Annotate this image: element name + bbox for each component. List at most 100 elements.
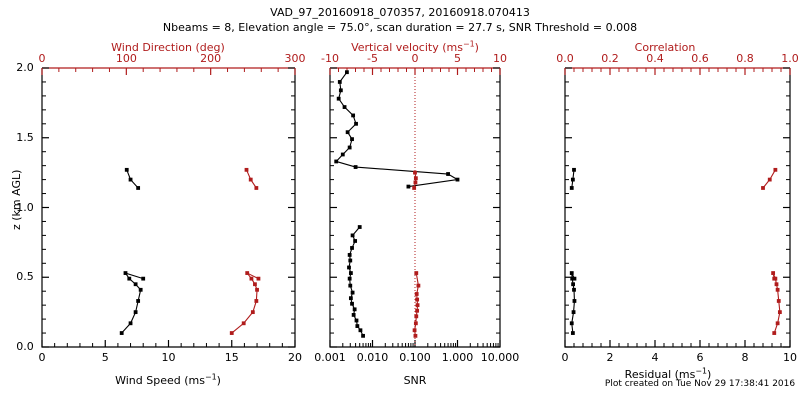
series-line-correlation <box>762 169 781 334</box>
data-point <box>350 246 354 250</box>
panel3-top-axis-title: Correlation <box>634 41 696 54</box>
data-point <box>569 271 574 275</box>
data-point <box>248 177 253 182</box>
panel2-top-tick-10: 10 <box>493 52 507 65</box>
data-point <box>345 130 350 135</box>
data-point <box>572 287 576 292</box>
data-point <box>761 186 765 190</box>
data-point <box>570 331 575 335</box>
data-point <box>128 321 133 326</box>
data-point <box>416 283 421 288</box>
data-point <box>337 80 342 84</box>
panel3-x-tick-6: 6 <box>696 351 704 364</box>
data-point <box>352 307 357 312</box>
panel1-top-tick-0: 0 <box>38 52 46 65</box>
panel3-x-tick-4: 4 <box>651 351 659 364</box>
data-point <box>353 239 358 243</box>
data-point <box>347 276 352 281</box>
data-point <box>127 276 132 281</box>
panel2-x-tick-1.000: 1.000 <box>441 351 474 364</box>
panel2-x-tick-0.010: 0.010 <box>356 351 389 364</box>
data-point <box>571 310 576 315</box>
data-point <box>353 165 358 169</box>
data-point <box>455 177 460 182</box>
panel2-x-tick-0.100: 0.100 <box>399 351 431 364</box>
panel3-top-tick-0.8: 0.8 <box>736 52 754 65</box>
data-point <box>244 167 249 172</box>
panel1-x-tick-0: 0 <box>38 351 46 364</box>
panel3-x-tick-2: 2 <box>606 351 614 364</box>
data-point <box>406 184 411 189</box>
data-point <box>415 297 420 302</box>
panel3-top-tick-0.6: 0.6 <box>691 52 709 65</box>
panel1-top-tick-300: 300 <box>284 52 306 65</box>
panel2-x-tick-0.001: 0.001 <box>314 351 346 364</box>
data-point <box>136 186 141 190</box>
data-point <box>347 145 352 150</box>
panel2-top-tick--10: -10 <box>321 52 339 65</box>
data-point <box>572 167 576 172</box>
data-point <box>357 225 362 229</box>
data-point <box>254 299 259 303</box>
panel3-top-tick-1.0: 1.0 <box>781 52 799 65</box>
panel3-x-tick-10: 10 <box>783 351 797 364</box>
data-point <box>336 96 341 101</box>
panel3-top-tick-0.4: 0.4 <box>646 52 664 65</box>
data-point <box>124 167 129 172</box>
data-point <box>413 333 418 338</box>
data-point <box>777 310 782 315</box>
y-tick-0.5: 0.5 <box>16 270 34 284</box>
data-point <box>361 333 365 338</box>
panel2-bottom-axis-title: SNR <box>403 374 427 387</box>
data-point <box>345 70 349 75</box>
data-point <box>245 271 250 275</box>
data-point <box>350 137 354 142</box>
data-point <box>138 287 143 292</box>
series-line-wind-speed <box>121 169 144 334</box>
data-point <box>774 282 779 287</box>
data-point <box>347 265 351 270</box>
y-tick-2.0: 2.0 <box>16 61 34 74</box>
data-point <box>771 271 776 275</box>
data-point <box>351 113 356 118</box>
data-point <box>413 180 418 185</box>
data-point <box>767 177 772 182</box>
panel2-top-tick--5: -5 <box>367 52 378 65</box>
data-point <box>446 172 450 176</box>
data-point <box>350 233 355 238</box>
data-point <box>136 299 141 303</box>
data-point <box>572 276 577 281</box>
y-tick-1.5: 1.5 <box>16 130 34 144</box>
data-point <box>773 167 778 172</box>
data-point <box>256 276 261 281</box>
data-point <box>141 276 146 281</box>
data-point <box>569 186 574 190</box>
page-title: VAD_97_20160918_070357, 20160918.070413 <box>270 6 530 19</box>
panel2-x-tick-10.000: 10.000 <box>480 351 520 364</box>
panel3-bottom-axis-title: Residual (ms−1) <box>624 366 712 381</box>
data-point <box>340 152 345 157</box>
data-point <box>358 328 363 333</box>
data-point <box>414 292 419 296</box>
data-point <box>775 287 780 292</box>
data-point <box>415 308 420 313</box>
panel2-top-axis-title: Vertical velocity (ms−1) <box>351 39 479 54</box>
panel3-top-tick-0.0: 0.0 <box>556 52 574 65</box>
data-point <box>249 276 254 281</box>
panel1-x-tick-15: 15 <box>224 351 239 364</box>
data-point <box>413 176 418 181</box>
figure-footer: Plot created on Tue Nov 29 17:38:41 2016 <box>604 379 796 389</box>
data-point <box>414 271 419 275</box>
panel1-top-axis-title: Wind Direction (deg) <box>111 41 225 54</box>
data-point <box>776 299 781 303</box>
data-point <box>253 282 257 287</box>
data-point <box>241 321 246 326</box>
data-point <box>772 331 777 335</box>
data-point <box>570 276 575 281</box>
data-point <box>415 303 420 308</box>
data-point <box>569 321 574 326</box>
y-tick-0.0: 0.0 <box>16 340 34 353</box>
panel3-top-tick-0.2: 0.2 <box>601 52 619 65</box>
figure-subtitle: Nbeams = 8, Elevation angle = 75.0°, sca… <box>162 21 638 34</box>
